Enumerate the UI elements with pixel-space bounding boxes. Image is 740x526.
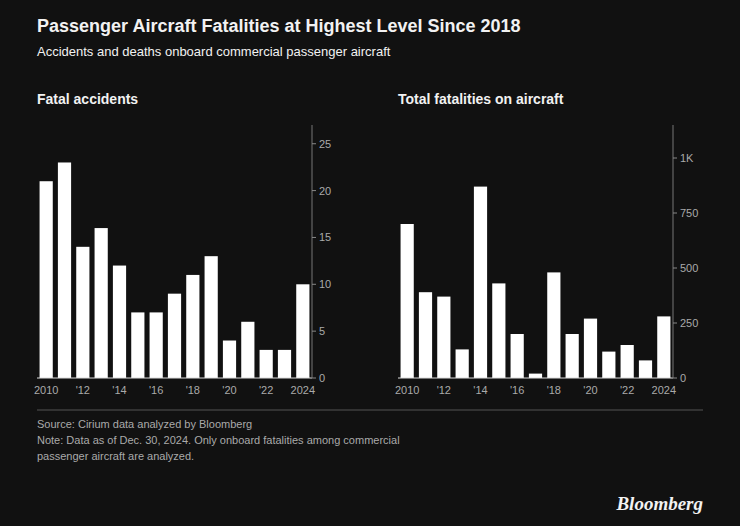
y-tick [312, 378, 316, 379]
y-tick [673, 158, 677, 159]
bar [437, 297, 450, 378]
x-tick-label: '20 [222, 384, 236, 396]
bar [584, 319, 597, 378]
panel-title: Fatal accidents [37, 91, 138, 107]
y-tick-label: 750 [680, 207, 698, 219]
background [0, 0, 740, 526]
bar [296, 284, 309, 378]
bar [419, 292, 432, 378]
y-axis-line [673, 125, 674, 378]
x-tick-label: '12 [76, 384, 90, 396]
chart-root: Passenger Aircraft Fatalities at Highest… [0, 0, 740, 526]
y-tick-label: 1K [680, 152, 694, 164]
bar [639, 360, 652, 378]
x-tick-label: '22 [620, 384, 634, 396]
x-axis-line [398, 378, 673, 379]
bars [401, 187, 671, 378]
bar [241, 322, 254, 378]
x-tick-label: '16 [510, 384, 524, 396]
source-line: Source: Cirium data analyzed by Bloomber… [37, 418, 252, 430]
y-tick-label: 0 [319, 372, 325, 384]
bar [529, 374, 542, 378]
y-tick-label: 15 [319, 231, 331, 243]
bar [456, 349, 469, 378]
bar [547, 272, 560, 378]
subtitle: Accidents and deaths onboard commercial … [37, 44, 391, 59]
bar [95, 228, 108, 378]
panel: Total fatalities on aircraft 0 250 500 750 1K… [395, 91, 698, 396]
bar [168, 294, 181, 378]
panel: Fatal accidents 0 5 10 15 20 25 2010 '12 '14 '16 '1… [34, 91, 331, 396]
bar [602, 352, 615, 378]
panel-title: Total fatalities on aircraft [398, 91, 564, 107]
bar [278, 350, 291, 378]
bar [150, 312, 163, 378]
x-tick-label: '14 [112, 384, 126, 396]
bar [131, 312, 144, 378]
x-tick-label: '18 [547, 384, 561, 396]
y-tick [312, 284, 316, 285]
y-tick-label: 25 [319, 138, 331, 150]
bar [205, 256, 218, 378]
bar [566, 334, 579, 378]
x-tick-label: 2024 [291, 384, 315, 396]
x-tick-label: '18 [186, 384, 200, 396]
y-tick [673, 213, 677, 214]
x-tick-label: '12 [437, 384, 451, 396]
bar [58, 162, 71, 378]
bar [401, 224, 414, 378]
x-tick-label: '20 [583, 384, 597, 396]
y-tick [312, 143, 316, 144]
source-line: passenger aircraft are analyzed. [37, 450, 194, 462]
y-tick [312, 190, 316, 191]
bar [657, 316, 670, 378]
y-tick [312, 237, 316, 238]
brand-label: Bloomberg [615, 493, 703, 514]
y-tick-label: 0 [680, 372, 686, 384]
title: Passenger Aircraft Fatalities at Highest… [37, 16, 521, 36]
bar [186, 275, 199, 378]
bars [40, 162, 310, 378]
x-axis-line [37, 378, 312, 379]
y-tick-label: 500 [680, 262, 698, 274]
bar [76, 247, 89, 378]
source-line: Note: Data as of Dec. 30, 2024. Only onb… [37, 434, 400, 446]
y-tick [673, 268, 677, 269]
y-tick [673, 378, 677, 379]
x-tick-label: '14 [473, 384, 487, 396]
separator [37, 410, 703, 411]
x-tick-label: 2010 [34, 384, 58, 396]
y-tick-label: 10 [319, 278, 331, 290]
x-tick-label: '22 [259, 384, 273, 396]
y-tick-label: 250 [680, 317, 698, 329]
source-note: Source: Cirium data analyzed by Bloomber… [37, 418, 400, 462]
y-tick [312, 331, 316, 332]
y-tick [673, 323, 677, 324]
bar [40, 181, 53, 378]
x-tick-label: 2024 [652, 384, 676, 396]
bar [511, 334, 524, 378]
bar [474, 187, 487, 378]
x-tick-label: '16 [149, 384, 163, 396]
y-tick-label: 5 [319, 325, 325, 337]
bar [492, 283, 505, 378]
y-tick-label: 20 [319, 185, 331, 197]
bar [260, 350, 273, 378]
bar [113, 266, 126, 378]
bar [621, 345, 634, 378]
x-tick-label: 2010 [395, 384, 419, 396]
bar [223, 341, 236, 378]
y-axis-line [312, 125, 313, 378]
